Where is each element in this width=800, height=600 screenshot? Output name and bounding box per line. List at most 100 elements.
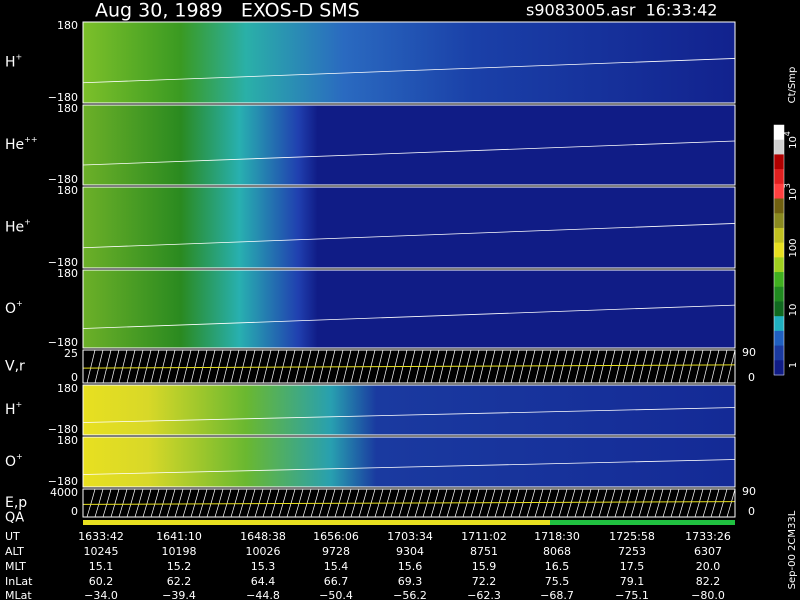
colorbar-tick-label-base: 100	[788, 238, 799, 257]
aux-curve	[494, 488, 504, 518]
aux-curve	[526, 488, 536, 518]
aux-curve	[686, 349, 696, 384]
aux-curve	[238, 488, 248, 518]
aux-curve	[678, 349, 688, 384]
cell: 15.2	[167, 560, 192, 573]
aux-curve	[94, 349, 104, 384]
y-tick-label: 25	[64, 347, 78, 360]
cell: 72.2	[472, 575, 497, 588]
aux-curve	[342, 349, 352, 384]
spectrogram	[83, 187, 735, 268]
footer: Sep-00 2CM33L	[787, 510, 798, 589]
aux-curve	[326, 349, 336, 384]
cell: 15.1	[89, 560, 114, 573]
aux-curve	[134, 349, 144, 384]
aux-curve	[510, 349, 520, 384]
aux-curve	[422, 488, 432, 518]
colorbar-cell	[774, 125, 784, 141]
colorbar-cell	[774, 316, 784, 332]
aux-curve	[502, 349, 512, 384]
aux-curve	[590, 488, 600, 518]
y-tick-label: 180	[57, 184, 78, 197]
panel-frame	[82, 269, 736, 349]
aux-curve	[550, 349, 560, 384]
colorbar-tick-label-sup: 3	[783, 183, 792, 188]
cell: 8068	[543, 545, 571, 558]
aux-curve	[670, 488, 680, 518]
aux-curve	[374, 349, 384, 384]
panel-label-base: O	[5, 454, 16, 470]
panel-frame	[82, 384, 736, 436]
aux-curve	[302, 488, 312, 518]
aux-curve	[630, 349, 640, 384]
aux-curve	[710, 349, 720, 384]
colorbar-cell	[774, 213, 784, 229]
colorbar-cell	[774, 198, 784, 214]
aux-curve	[206, 488, 216, 518]
aux-curve	[254, 488, 264, 518]
aux-curve	[518, 349, 528, 384]
cell: 1711:02	[461, 530, 507, 543]
colorbar-cell	[774, 139, 784, 155]
aux-curve	[550, 488, 560, 518]
aux-curve	[462, 488, 472, 518]
aux-curve	[558, 488, 568, 518]
aux-curve	[566, 488, 576, 518]
aux-curve	[606, 488, 616, 518]
qa-bar	[83, 520, 550, 525]
aux-curve	[590, 349, 600, 384]
colorbar-tick-label-sup: 4	[783, 131, 792, 136]
cell: 10026	[246, 545, 281, 558]
aux-curve	[222, 488, 232, 518]
panel-frame	[82, 349, 736, 384]
colorbar-tick-label: 103	[783, 183, 800, 201]
aux-curve	[118, 349, 128, 384]
aux-curve	[718, 488, 728, 518]
aux-curve	[494, 349, 504, 384]
aux-curve	[462, 349, 472, 384]
cell: −62.3	[467, 589, 501, 600]
cell: 20.0	[696, 560, 721, 573]
panel-label: V,r	[5, 359, 25, 375]
aux-curve	[566, 349, 576, 384]
aux-curve	[174, 349, 184, 384]
aux-curve	[150, 349, 160, 384]
aux-curve	[358, 488, 368, 518]
aux-curve	[534, 488, 544, 518]
aux-curve	[694, 349, 704, 384]
aux-curve	[454, 349, 464, 384]
y-tick-label: −180	[48, 423, 78, 436]
aux-curve	[646, 488, 656, 518]
aux-curve	[318, 349, 328, 384]
title: Aug 30, 1989 EXOS-D SMS	[95, 0, 360, 22]
cell: −75.1	[615, 589, 649, 600]
aux-curve	[638, 349, 648, 384]
aux-curve	[150, 488, 160, 518]
aux-curve	[190, 488, 200, 518]
row-label: MLT	[5, 560, 26, 573]
colorbar-tick-label-base: 10	[788, 188, 799, 201]
aux-curve	[174, 488, 184, 518]
panel-label: O+	[5, 299, 23, 318]
qa-label: QA	[5, 511, 24, 526]
cell: 1641:10	[156, 530, 202, 543]
colorbar-cell	[774, 301, 784, 317]
aux-curve	[598, 488, 608, 518]
aux-curve	[614, 488, 624, 518]
aux-curve	[534, 349, 544, 384]
aux-curve	[270, 488, 280, 518]
aux-curve	[398, 349, 408, 384]
cell: −39.4	[162, 589, 196, 600]
aux-curve	[126, 488, 136, 518]
aux-curve	[382, 488, 392, 518]
aux-curve	[478, 488, 488, 518]
qa-bar	[550, 520, 735, 525]
cell: 15.3	[251, 560, 276, 573]
aux-curve	[390, 349, 400, 384]
aux-curve	[350, 488, 360, 518]
cell: 15.6	[398, 560, 423, 573]
y-tick-label: −180	[48, 475, 78, 488]
aux-curve	[662, 488, 672, 518]
panel-label: H+	[5, 400, 22, 419]
